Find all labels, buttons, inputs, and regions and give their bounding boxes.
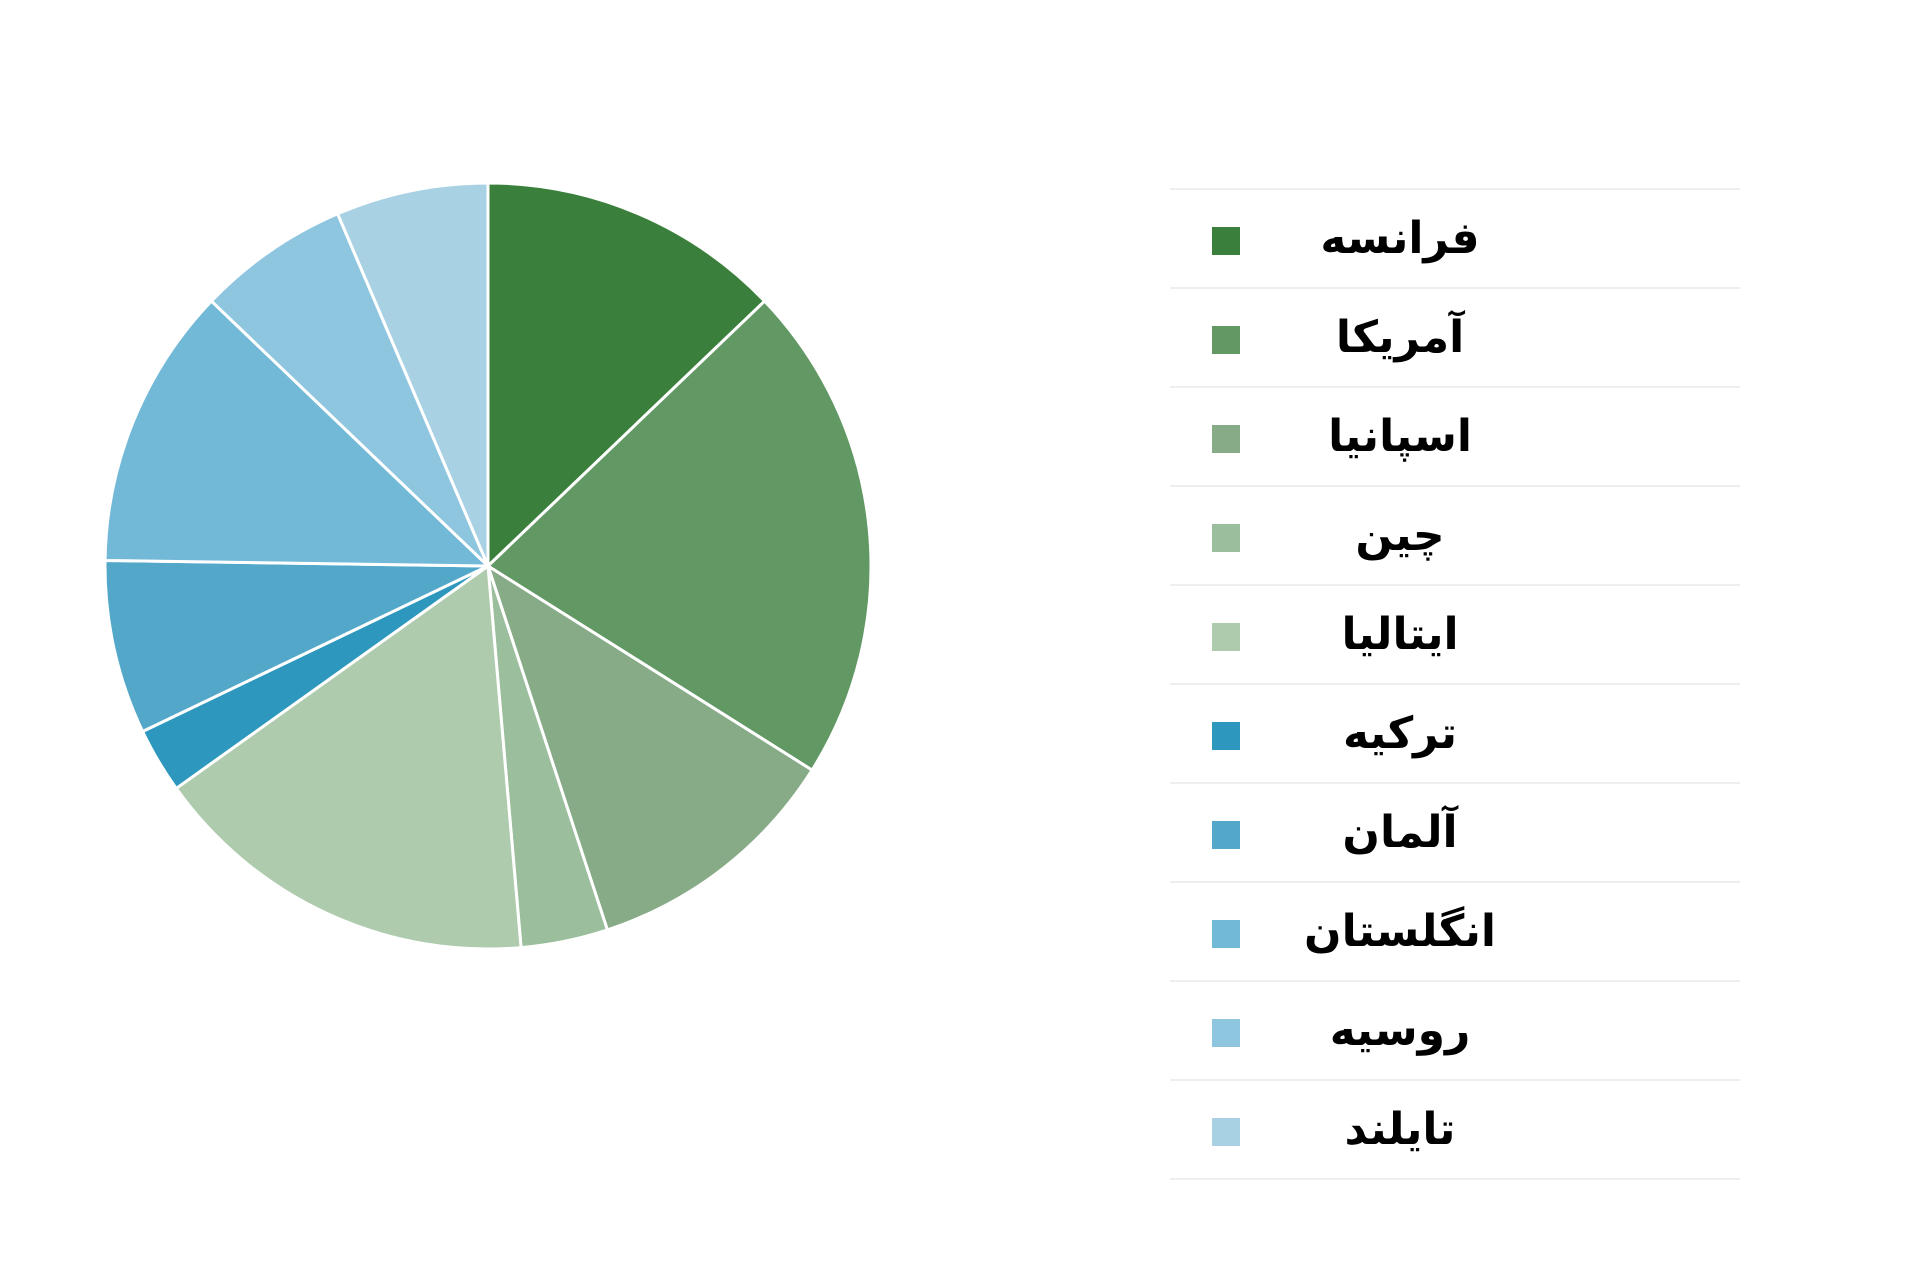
legend: فرانسه آمریکا اسپانیا چین ایتالیا ترکیه … <box>1170 188 1740 1180</box>
legend-swatch <box>1212 1019 1240 1047</box>
pie-slice-1 <box>486 181 767 568</box>
legend-item-turkey: ترکیه <box>1170 685 1740 784</box>
legend-label: ترکیه <box>1342 708 1458 759</box>
legend-swatch <box>1212 524 1240 552</box>
pie-slice-7 <box>103 558 490 733</box>
pie-slice-8 <box>103 299 490 568</box>
legend-swatch <box>1212 920 1240 948</box>
legend-swatch <box>1212 1118 1240 1146</box>
pie-slice-3 <box>486 564 814 932</box>
legend-swatch <box>1212 227 1240 255</box>
legend-swatch <box>1212 722 1240 750</box>
legend-item-italy: ایتالیا <box>1170 586 1740 685</box>
legend-swatch <box>1212 623 1240 651</box>
legend-item-china: چین <box>1170 487 1740 586</box>
legend-item-england: انگلستان <box>1170 883 1740 982</box>
legend-item-germany: آلمان <box>1170 784 1740 883</box>
legend-label: روسیه <box>1329 1005 1471 1056</box>
legend-item-russia: روسیه <box>1170 982 1740 1081</box>
legend-swatch <box>1212 425 1240 453</box>
legend-label: آلمان <box>1342 807 1458 858</box>
legend-swatch <box>1212 326 1240 354</box>
legend-label: تایلند <box>1344 1104 1456 1155</box>
pie-slice-9 <box>209 212 490 568</box>
legend-label: اسپانیا <box>1328 411 1472 462</box>
pie-slice-2 <box>486 299 873 772</box>
pie-slice-5 <box>174 564 523 951</box>
legend-label: انگلستان <box>1304 906 1496 957</box>
legend-item-usa: آمریکا <box>1170 289 1740 388</box>
legend-label: ایتالیا <box>1341 609 1459 660</box>
legend-swatch <box>1212 821 1240 849</box>
pie-slices <box>103 181 873 951</box>
legend-item-spain: اسپانیا <box>1170 388 1740 487</box>
legend-item-france: فرانسه <box>1170 190 1740 289</box>
legend-item-thailand: تایلند <box>1170 1081 1740 1180</box>
legend-label: چین <box>1355 510 1445 561</box>
legend-label: فرانسه <box>1320 213 1480 264</box>
legend-label: آمریکا <box>1335 312 1465 363</box>
pie-slice-10 <box>336 181 490 568</box>
